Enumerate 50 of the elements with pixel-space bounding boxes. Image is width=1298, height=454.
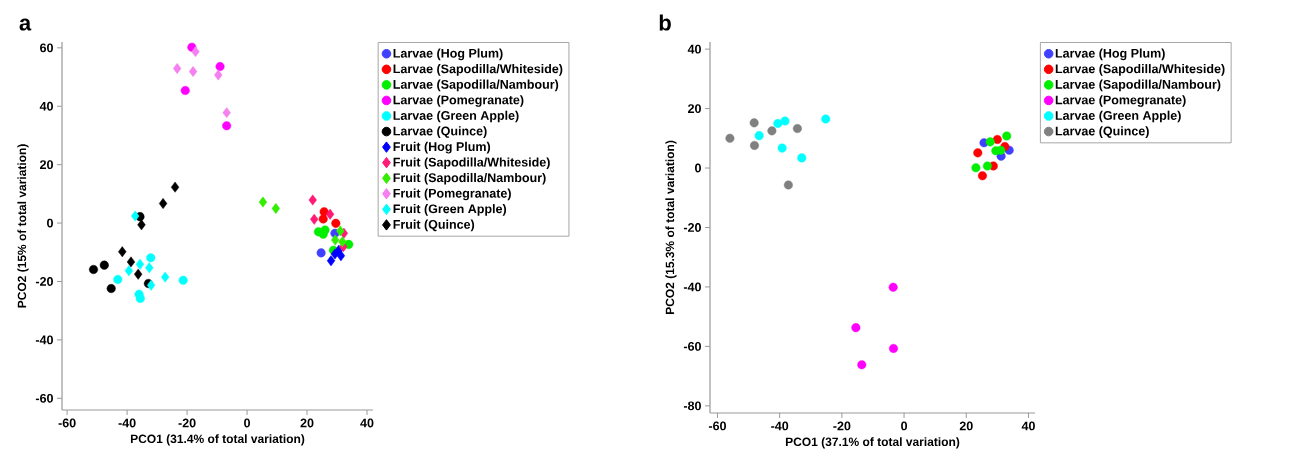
- x-axis-title: PCO1 (37.1% of total variation): [785, 437, 960, 449]
- y-axis-title: PCO2 (15% of total variation): [17, 144, 29, 308]
- x-tick-label: 40: [360, 418, 374, 428]
- y-tick-label: 0: [47, 218, 53, 228]
- x-tick-label: 20: [959, 421, 973, 431]
- y-tick-label: 40: [39, 101, 53, 111]
- x-tick-label: 0: [244, 418, 251, 428]
- y-tick-label: 20: [40, 160, 53, 170]
- x-tick-label: -20: [178, 418, 196, 428]
- y-tick-label: -20: [35, 277, 53, 286]
- legend-label: Larvae (Hog Plum): [393, 48, 503, 61]
- legend-label: Fruit (Green Apple): [393, 204, 507, 216]
- x-tick-label: -20: [833, 421, 851, 431]
- legend-label: Larvae (Quince): [1055, 126, 1149, 138]
- x-tick-label: -40: [118, 418, 136, 428]
- legend-label: Fruit (Hog Plum): [393, 141, 491, 154]
- chart-title: a: [19, 18, 32, 31]
- y-tick-label: -20: [683, 223, 701, 232]
- y-tick-label: -60: [683, 341, 701, 351]
- x-axis-title: PCO1 (31.4% of total variation): [130, 434, 305, 446]
- legend-label: Fruit (Sapodilla/Nambour): [393, 172, 546, 185]
- x-tick-label: 20: [300, 418, 314, 428]
- legend-label: Larvae (Pomegranate): [1055, 95, 1186, 107]
- x-tick-label: -60: [58, 418, 76, 428]
- y-tick-label: -40: [683, 282, 701, 292]
- y-tick-label: 40: [687, 44, 701, 54]
- legend-label: Larvae (Hog Plum): [1055, 48, 1165, 61]
- legend-label: Larvae (Green Apple): [1055, 110, 1181, 123]
- legend-label: Fruit (Quince): [393, 219, 475, 232]
- y-axis-title: PCO2 (15.3% of total variation): [665, 140, 677, 315]
- legend-label: Larvae (Sapodilla/Whiteside): [393, 64, 563, 76]
- y-tick-label: -80: [683, 401, 701, 411]
- chart-title: b: [659, 14, 671, 31]
- y-tick-label: 60: [40, 43, 53, 53]
- legend-label: Larvae (Sapodilla/Nambour): [393, 79, 559, 92]
- y-tick-label: -60: [35, 393, 53, 403]
- legend-label: Larvae (Pomegranate): [393, 95, 524, 107]
- x-tick-label: -60: [708, 421, 726, 431]
- legend-label: Larvae (Quince): [393, 126, 487, 138]
- legend-label: Larvae (Sapodilla/Nambour): [1055, 79, 1221, 92]
- x-tick-label: -40: [771, 421, 789, 431]
- y-tick-label: 20: [688, 104, 701, 114]
- x-tick-label: 0: [901, 421, 908, 431]
- x-tick-label: 40: [1021, 421, 1035, 431]
- legend-label: Larvae (Sapodilla/Whiteside): [1055, 64, 1225, 76]
- legend-label: Fruit (Pomegranate): [393, 188, 511, 201]
- y-tick-label: -40: [35, 335, 53, 345]
- legend-label: Larvae (Green Apple): [393, 110, 519, 123]
- legend-label: Fruit (Sapodilla/Whiteside): [393, 157, 550, 170]
- y-tick-label: 0: [695, 163, 701, 173]
